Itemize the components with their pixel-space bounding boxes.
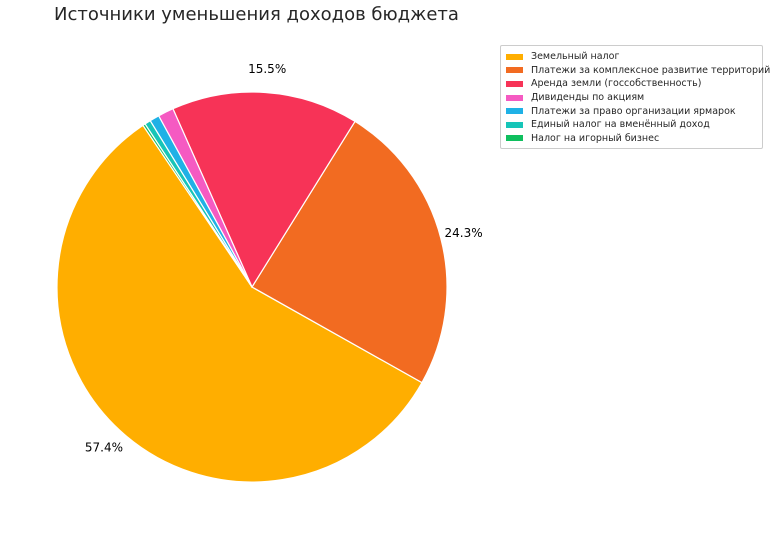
legend-label: Платежи за право организации ярмарок (531, 105, 736, 117)
legend-label: Налог на игорный бизнес (531, 132, 660, 144)
pie-labels: 57.4% 24.3% 15.5% (85, 62, 483, 454)
pie-label-0: 57.4% (85, 441, 123, 455)
legend-item-1: Платежи за комплексное развитие территор… (501, 64, 770, 78)
legend-item-2: Аренда земли (госсобственность) (501, 77, 762, 91)
legend-item-4: Платежи за право организации ярмарок (501, 104, 762, 118)
legend-label: Дивиденды по акциям (531, 92, 645, 104)
legend-swatch (506, 94, 523, 101)
legend-swatch (506, 53, 523, 60)
pie-slice-1 (251, 120, 448, 384)
pie-slice-2 (172, 91, 356, 289)
legend-item-3: Дивиденды по акциям (501, 91, 762, 105)
legend-swatch (506, 108, 523, 115)
pie-slice-6 (142, 123, 253, 288)
legend-item-6: Налог на игорный бизнес (501, 132, 762, 146)
legend-label: Единый налог на вменённый доход (531, 119, 710, 131)
pie-slices (56, 91, 448, 483)
legend-label: Земельный налог (531, 51, 620, 63)
pie-label-1: 24.3% (444, 226, 482, 240)
pie-label-2: 15.5% (248, 62, 286, 76)
legend-item-0: Земельный налог (501, 50, 762, 64)
legend-swatch (506, 135, 523, 142)
chart-title: Источники уменьшения доходов бюджета (54, 4, 459, 25)
pie-slice-0 (56, 124, 423, 483)
legend: Земельный налог Платежи за комплексное ра… (500, 45, 770, 150)
legend-swatch (506, 67, 523, 74)
legend-item-5: Единый налог на вменённый доход (501, 118, 762, 132)
legend-label: Платежи за комплексное развитие территор… (531, 64, 771, 76)
legend-swatch (506, 80, 523, 87)
legend-label: Аренда земли (госсобственность) (531, 78, 702, 90)
legend-swatch (506, 121, 523, 128)
